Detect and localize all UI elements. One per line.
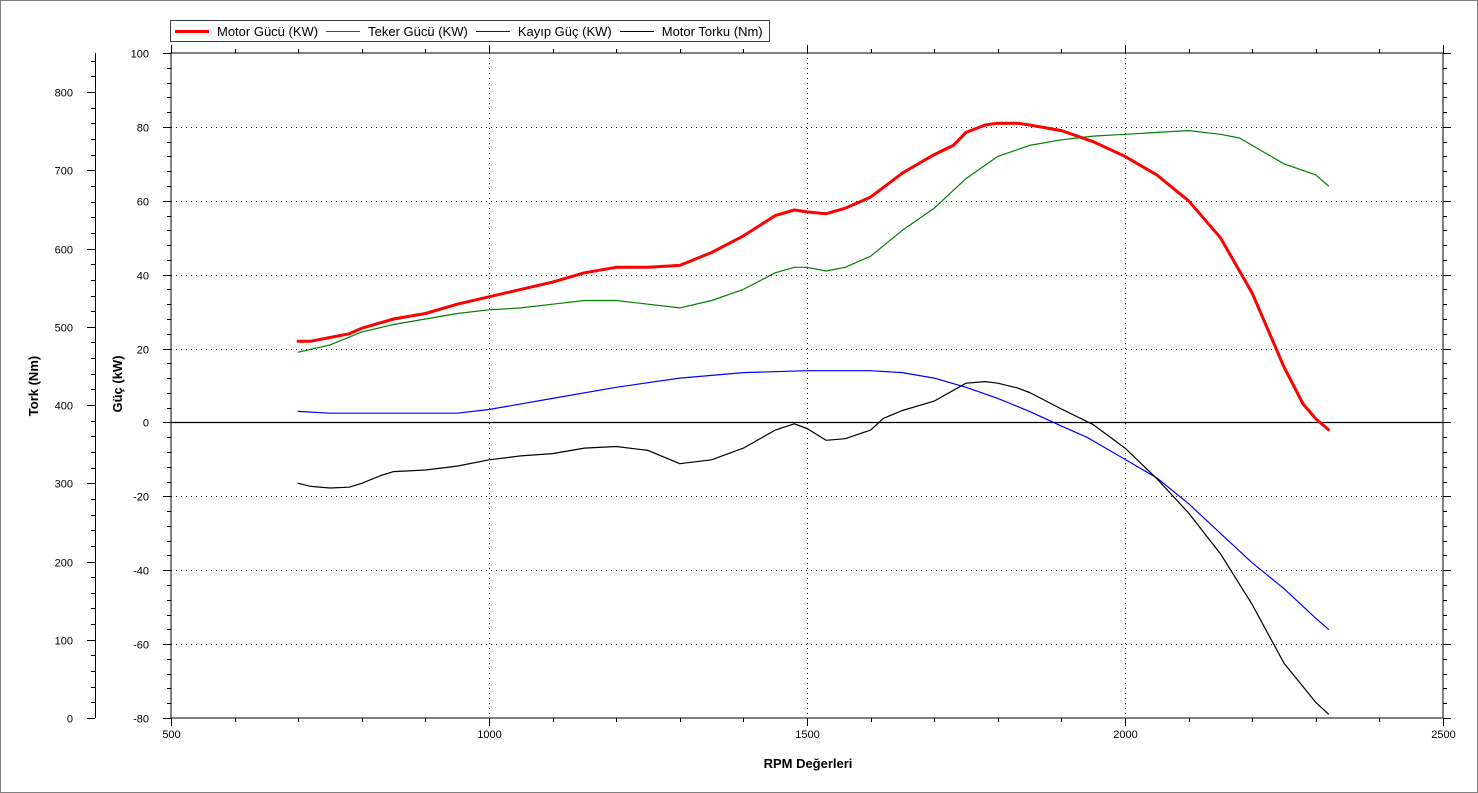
y-power-tick-label: 60 — [137, 197, 149, 209]
legend-swatch — [475, 30, 510, 32]
x-tick-label: 2500 — [1431, 729, 1455, 741]
legend-swatch — [326, 30, 361, 32]
series-motor-torku-line — [297, 381, 1330, 715]
y-torque-tick-label: 0 — [67, 714, 73, 726]
y-torque-tick-label: 800 — [55, 88, 73, 100]
legend-item-motor-torku: Motor Torku (Nm) — [619, 23, 763, 39]
legend-item-motor-gucu: Motor Gücü (KW) — [175, 24, 318, 39]
y-power-tick-label: 0 — [143, 418, 149, 430]
series-motor-gucu-line — [296, 121, 1330, 432]
y-torque-tick-label: 500 — [55, 323, 73, 335]
legend-swatch — [175, 29, 209, 33]
y-axis-power-label: Güç (kW) — [110, 355, 125, 412]
legend-label: Motor Gücü (KW) — [217, 23, 319, 39]
series-teker-gucu-line — [297, 130, 1330, 353]
y-power-tick-label: -40 — [133, 566, 149, 578]
y-power-tick-label: 20 — [137, 345, 149, 357]
series-lines — [296, 121, 1330, 715]
y-axis-torque-label: Tork (Nm) — [26, 356, 41, 416]
series-kayip-guc-line — [297, 370, 1330, 630]
y-power-tick-label: -60 — [133, 640, 149, 652]
x-tick-label: 500 — [162, 729, 180, 741]
x-tick-label: 1500 — [795, 729, 819, 741]
y-torque-tick-label: 100 — [55, 636, 73, 648]
y-power-tick-label: -20 — [133, 492, 149, 504]
x-tick-label: 1000 — [477, 729, 501, 741]
y-power-tick-label: 80 — [137, 123, 149, 135]
legend-item-teker-gucu: Teker Gücü (KW) — [326, 24, 468, 39]
y-torque-tick-label: 200 — [55, 558, 73, 570]
y-torque-tick-label: 700 — [55, 166, 73, 178]
y-torque-tick-label: 600 — [55, 245, 73, 257]
y-power-tick-label: -80 — [133, 714, 149, 726]
chart-legend: Motor Gücü (KW) Teker Gücü (KW) Kayıp Gü… — [170, 20, 770, 42]
y-torque-tick-label: 300 — [55, 479, 73, 491]
y-torque-tick-label: 400 — [55, 401, 73, 413]
legend-label: Motor Torku (Nm) — [661, 23, 763, 39]
grid-lines — [171, 53, 1443, 718]
legend-item-kayip-guc: Kayıp Güç (KW) — [475, 23, 612, 39]
legend-label: Teker Gücü (KW) — [368, 23, 468, 39]
x-tick-label: 2000 — [1113, 729, 1137, 741]
y-power-tick-label: 40 — [137, 271, 149, 283]
y-power-tick-label: 100 — [131, 49, 149, 61]
legend-label: Kayıp Güç (KW) — [517, 23, 612, 39]
legend-swatch — [619, 30, 654, 32]
x-axis-label: RPM Değerleri — [764, 756, 853, 771]
